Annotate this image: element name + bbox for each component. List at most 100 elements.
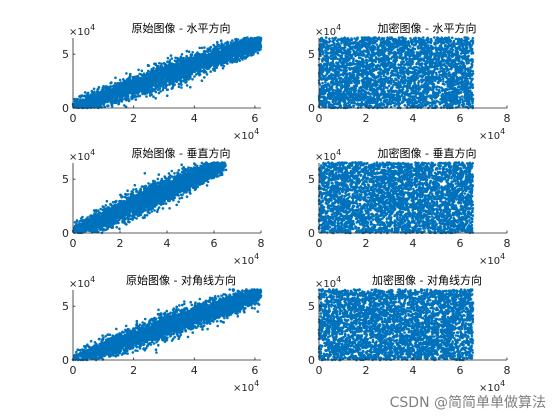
data-point xyxy=(193,75,196,78)
data-point xyxy=(177,70,181,74)
data-point xyxy=(101,94,105,98)
data-point xyxy=(137,68,140,72)
data-point xyxy=(237,44,240,48)
data-point xyxy=(425,93,428,96)
data-point xyxy=(177,82,181,86)
data-point xyxy=(173,63,176,66)
data-point xyxy=(152,95,155,98)
data-point xyxy=(212,43,215,47)
data-point xyxy=(149,71,153,75)
data-point xyxy=(179,55,183,59)
data-point xyxy=(230,60,234,63)
data-point xyxy=(96,97,100,100)
data-point xyxy=(138,85,141,88)
data-point xyxy=(211,49,215,52)
data-point xyxy=(257,36,261,40)
subplot-title: 原始图像 - 水平方向 xyxy=(132,21,231,35)
data-point xyxy=(144,76,147,80)
data-point xyxy=(83,91,87,94)
data-point xyxy=(127,79,131,83)
data-point xyxy=(162,68,166,71)
data-point xyxy=(209,70,212,73)
data-point xyxy=(118,85,122,88)
data-point xyxy=(216,59,219,63)
data-point xyxy=(366,55,370,58)
data-point xyxy=(187,67,191,71)
data-point xyxy=(194,73,198,76)
data-point xyxy=(101,99,105,103)
data-point xyxy=(97,87,100,91)
data-point xyxy=(173,83,176,86)
data-point xyxy=(123,88,126,92)
data-point xyxy=(146,73,150,76)
data-point xyxy=(114,97,117,100)
data-point xyxy=(138,72,141,76)
data-point xyxy=(168,78,171,81)
data-point xyxy=(221,67,225,70)
data-point xyxy=(103,86,106,89)
data-point xyxy=(91,94,94,98)
data-point xyxy=(182,75,186,79)
data-point xyxy=(125,85,128,88)
data-point xyxy=(216,56,220,60)
data-point xyxy=(171,80,174,83)
data-point xyxy=(205,56,208,60)
data-point xyxy=(180,60,184,64)
data-point xyxy=(147,69,150,73)
data-point xyxy=(203,76,206,79)
data-point xyxy=(200,79,204,82)
data-point xyxy=(352,105,355,108)
data-point xyxy=(180,53,184,56)
data-point xyxy=(134,98,138,101)
data-point xyxy=(209,45,213,49)
data-point xyxy=(259,44,263,47)
data-point xyxy=(169,54,173,57)
data-point xyxy=(158,61,161,65)
data-point xyxy=(238,40,242,43)
data-point xyxy=(120,97,123,100)
data-point xyxy=(158,72,162,75)
data-point xyxy=(208,49,212,53)
data-point xyxy=(175,78,178,81)
data-point xyxy=(106,92,109,95)
data-point xyxy=(226,45,229,48)
data-point xyxy=(219,58,222,62)
data-point xyxy=(218,44,222,48)
data-point xyxy=(138,94,142,98)
data-point xyxy=(195,54,199,57)
data-point xyxy=(154,97,157,100)
data-point xyxy=(175,60,178,63)
data-point xyxy=(211,55,214,58)
data-point xyxy=(185,49,189,53)
data-point xyxy=(224,51,227,54)
data-point xyxy=(116,95,119,98)
data-point xyxy=(221,63,224,67)
data-point xyxy=(160,66,164,69)
data-point xyxy=(109,93,113,97)
data-point xyxy=(117,89,120,92)
data-point xyxy=(147,82,151,85)
data-point xyxy=(219,39,223,42)
data-point xyxy=(148,85,152,88)
data-point xyxy=(222,56,225,60)
data-point xyxy=(131,92,135,96)
data-point xyxy=(129,89,132,93)
data-point xyxy=(123,97,127,100)
data-point xyxy=(454,37,458,41)
data-point xyxy=(167,67,171,70)
data-point xyxy=(179,65,182,68)
data-point xyxy=(207,67,210,70)
data-point xyxy=(227,47,230,51)
data-point xyxy=(255,38,258,42)
data-point xyxy=(86,104,90,107)
data-point xyxy=(165,88,169,91)
x-tick-label: 0 xyxy=(70,112,77,125)
data-point xyxy=(173,75,177,78)
data-point xyxy=(151,81,155,84)
data-point xyxy=(80,94,84,97)
data-point xyxy=(151,77,154,80)
data-point xyxy=(130,86,134,90)
data-point xyxy=(244,56,247,59)
data-point xyxy=(119,87,123,91)
data-point xyxy=(144,91,148,94)
